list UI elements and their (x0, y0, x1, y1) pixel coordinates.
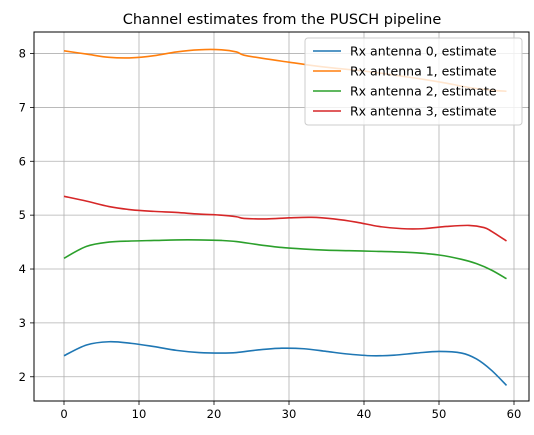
legend-label: Rx antenna 1, estimate (350, 64, 497, 79)
plot-frame (33, 31, 530, 402)
series-line-0 (63, 340, 508, 386)
x-tick-label: 30 (282, 407, 297, 421)
y-tick-label: 8 (19, 47, 26, 61)
series-line-3 (63, 195, 507, 242)
series-line-2 (63, 239, 507, 280)
y-tick-label: 3 (19, 316, 26, 330)
y-tick-label: 5 (19, 208, 26, 222)
legend-label: Rx antenna 2, estimate (350, 84, 497, 99)
x-tick-label: 40 (357, 407, 372, 421)
legend-label: Rx antenna 3, estimate (350, 104, 497, 119)
x-tick-label: 20 (207, 407, 222, 421)
y-tick-label: 2 (19, 370, 26, 384)
y-tick-label: 6 (19, 154, 26, 168)
x-tick-label: 60 (507, 407, 522, 421)
axis-ticks: 0 10 20 30 40 50 60 2 3 4 5 6 7 8 (19, 47, 522, 421)
x-tick-label: 0 (60, 407, 67, 421)
legend-box (304, 37, 523, 126)
chart-title: Channel estimates from the PUSCH pipelin… (123, 12, 442, 28)
legend: Rx antenna 0, estimate Rx antenna 1, esti… (304, 37, 523, 126)
legend-label: Rx antenna 0, estimate (350, 44, 497, 59)
grid (34, 32, 529, 401)
x-tick-label: 50 (432, 407, 447, 421)
x-tick-label: 10 (132, 407, 147, 421)
y-tick-label: 4 (19, 262, 26, 276)
y-tick-label: 7 (19, 100, 26, 114)
